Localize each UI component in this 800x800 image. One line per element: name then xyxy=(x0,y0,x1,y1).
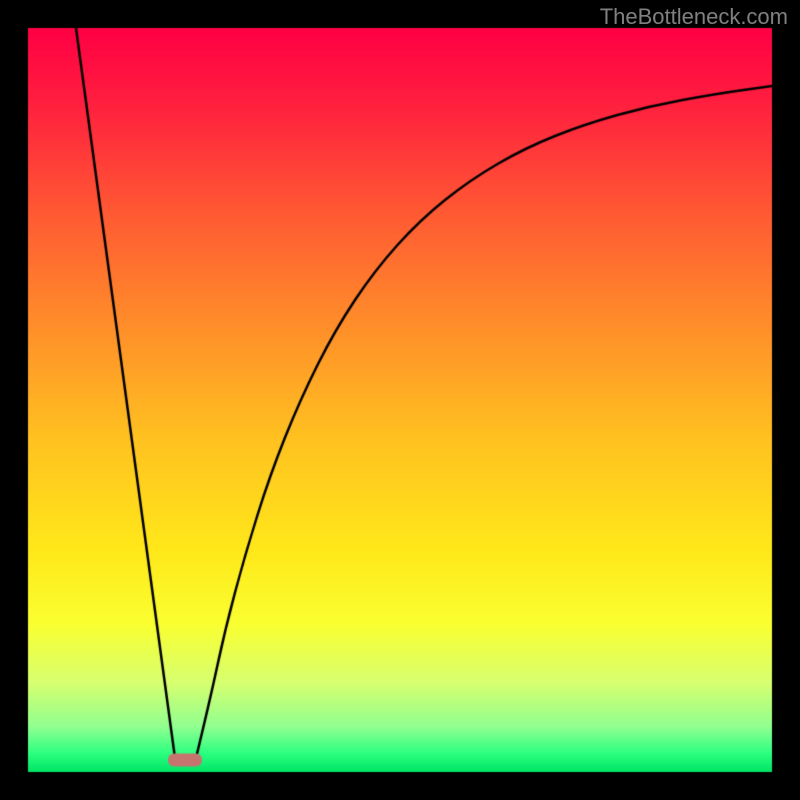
bottleneck-chart-canvas xyxy=(0,0,800,800)
watermark-text: TheBottleneck.com xyxy=(600,4,788,30)
chart-container: TheBottleneck.com xyxy=(0,0,800,800)
